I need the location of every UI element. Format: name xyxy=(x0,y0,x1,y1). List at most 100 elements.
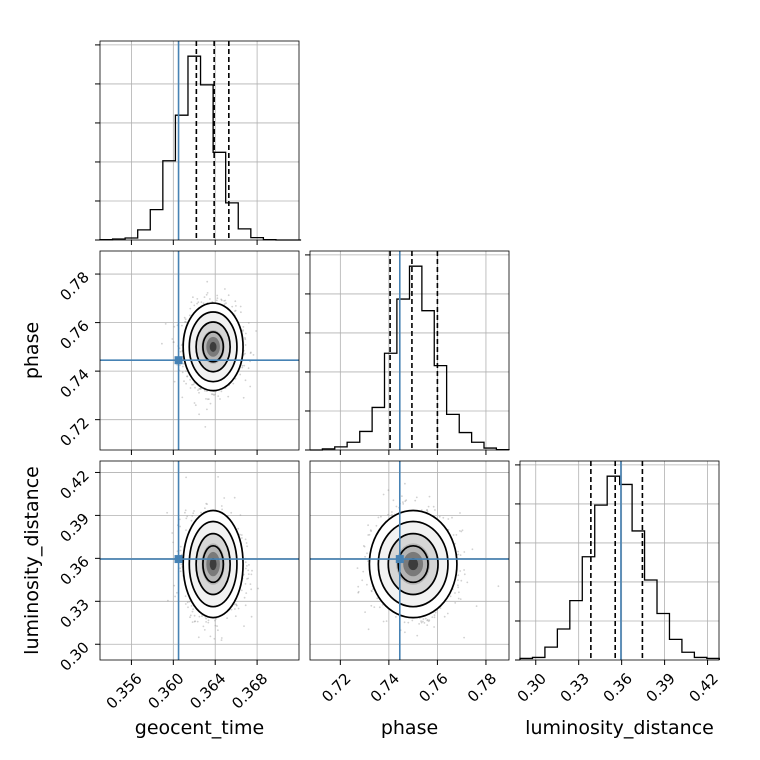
sample-point xyxy=(446,612,449,615)
panel-frame xyxy=(99,460,300,661)
sample-point xyxy=(428,619,431,622)
sample-point xyxy=(241,366,244,369)
truth-marker xyxy=(395,555,404,564)
sample-point xyxy=(198,615,201,618)
sample-point xyxy=(257,587,259,590)
sample-point xyxy=(193,614,196,617)
sample-point xyxy=(184,509,187,512)
sample-point xyxy=(367,560,369,562)
sample-point xyxy=(242,329,245,331)
sample-point xyxy=(426,624,429,626)
sample-point xyxy=(255,330,257,332)
sample-point xyxy=(401,495,403,497)
sample-point xyxy=(209,635,212,638)
axis-label-x-geocent_time: geocent_time xyxy=(135,717,264,739)
sample-point xyxy=(189,387,192,389)
sample-point xyxy=(370,530,372,532)
sample-point xyxy=(392,499,395,502)
sample-point xyxy=(357,585,360,588)
sample-point xyxy=(176,591,178,594)
sample-point xyxy=(220,637,223,639)
sample-point xyxy=(233,496,236,499)
sample-point xyxy=(206,503,209,505)
histogram-step-geocent_time xyxy=(99,55,302,241)
sample-point xyxy=(184,321,186,323)
sample-point xyxy=(194,386,196,389)
sample-point xyxy=(217,476,220,478)
sample-point xyxy=(451,516,453,519)
sample-point xyxy=(220,298,223,301)
sample-point xyxy=(235,603,237,605)
sample-point xyxy=(363,545,366,548)
sample-point xyxy=(205,617,208,620)
sample-point xyxy=(239,514,242,516)
sample-point xyxy=(466,581,469,584)
contour-3 xyxy=(202,544,225,584)
sample-point xyxy=(250,573,253,576)
sample-point xyxy=(180,344,183,346)
sample-point xyxy=(457,586,460,589)
contour-0 xyxy=(182,509,244,619)
sample-point xyxy=(234,310,236,312)
sample-point xyxy=(179,545,182,548)
sample-point xyxy=(233,603,236,606)
sample-point xyxy=(250,588,253,591)
sample-point xyxy=(208,398,210,400)
sample-point xyxy=(460,530,463,533)
sample-point xyxy=(376,597,379,600)
tick-label-x-geocent_time: 0.356 xyxy=(103,670,146,713)
sample-point xyxy=(185,517,188,520)
sample-point xyxy=(422,618,425,620)
sample-point xyxy=(192,383,195,386)
sample-point xyxy=(180,563,183,566)
sample-point xyxy=(220,639,223,641)
tick-label-x-geocent_time: 0.360 xyxy=(144,670,187,713)
sample-point xyxy=(364,555,366,558)
sample-point xyxy=(179,549,182,552)
sample-point xyxy=(193,620,196,623)
sample-point xyxy=(244,352,246,355)
sample-point xyxy=(216,625,219,627)
sample-point xyxy=(220,505,223,507)
sample-point xyxy=(197,636,200,639)
sample-point xyxy=(426,619,429,621)
sample-point xyxy=(190,519,193,522)
sample-point xyxy=(189,307,192,310)
panel-frame-geocent_time xyxy=(99,40,300,241)
sample-point xyxy=(203,296,206,298)
sample-point xyxy=(442,516,445,519)
sample-point xyxy=(213,394,215,396)
density-panel-body xyxy=(100,461,299,660)
sample-point xyxy=(189,378,192,381)
sample-point xyxy=(457,579,459,581)
sample-point xyxy=(188,314,191,317)
sample-point xyxy=(454,602,457,604)
sample-point xyxy=(461,529,464,532)
sample-point xyxy=(206,408,208,411)
sample-point xyxy=(244,337,246,339)
sample-point xyxy=(455,534,458,536)
sample-point xyxy=(373,606,376,608)
density-panel-phase-vs-luminosity_distance xyxy=(309,460,510,665)
tick-label-x-luminosity_distance: 0.42 xyxy=(685,670,721,706)
sample-point xyxy=(172,541,175,544)
sample-point xyxy=(188,600,191,603)
sample-point xyxy=(366,552,368,555)
sample-point xyxy=(250,615,253,618)
density-panel-body xyxy=(100,251,299,450)
sample-point xyxy=(199,388,202,390)
contour-1 xyxy=(377,520,449,608)
sample-point xyxy=(239,373,242,376)
sample-point xyxy=(457,553,460,556)
sample-point xyxy=(193,402,196,404)
tick-label-y-luminosity_distance: 0.36 xyxy=(56,552,92,588)
sample-point xyxy=(247,573,250,576)
sample-point xyxy=(458,591,460,594)
sample-point xyxy=(220,299,223,302)
sample-point xyxy=(387,513,389,516)
sample-point xyxy=(239,533,241,536)
sample-point xyxy=(426,619,429,622)
sample-point xyxy=(252,354,255,356)
sample-point xyxy=(457,597,460,600)
